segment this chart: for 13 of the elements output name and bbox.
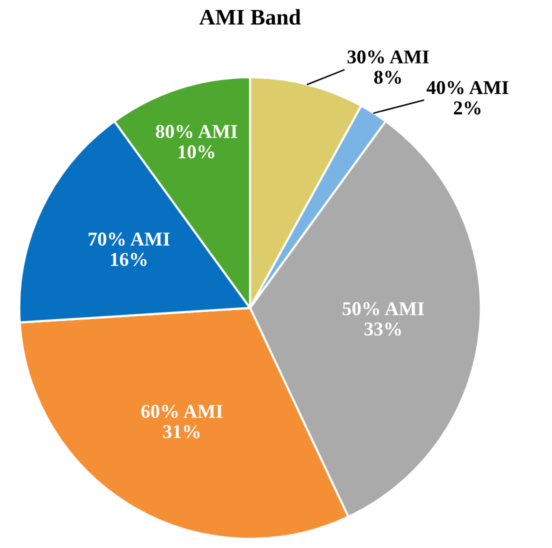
slice-label: 60% AMI [141,404,223,418]
data-label: 8% [374,70,401,84]
chart-title: AMI Band [199,9,301,25]
data-label: 31% [163,425,200,438]
slice-label: 50% AMI [342,302,424,316]
slice-label: 40% AMI [426,81,508,94]
slice-label: 80% AMI [156,124,238,138]
slice-label: 70% AMI [88,232,170,246]
data-label: 33% [364,322,401,336]
data-label: 10% [178,145,214,158]
slice-label: 30% AMI [348,50,429,64]
data-label: 16% [111,252,147,266]
data-label: 2% [454,101,480,115]
